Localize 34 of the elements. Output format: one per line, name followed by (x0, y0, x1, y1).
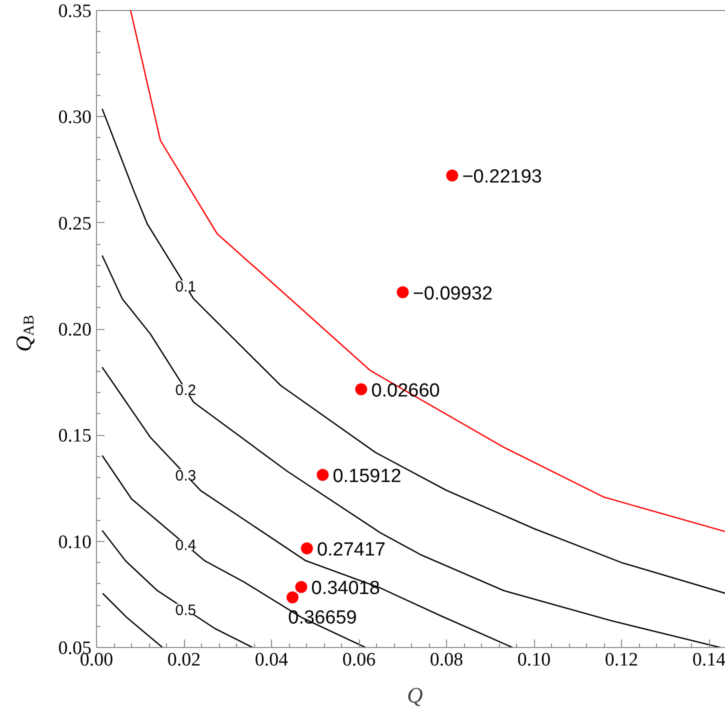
y-tick-label: 0.20 (58, 320, 92, 340)
point (396, 286, 409, 298)
y-tick-label: 0.30 (58, 107, 92, 128)
point (286, 591, 298, 604)
x-tick-label: 0.02 (167, 650, 201, 670)
annotation: 0.15912 (332, 466, 402, 487)
y-tick-label: 0.15 (58, 426, 92, 447)
series-label: 0.1 (175, 278, 196, 296)
x-axis-title: Q (407, 682, 424, 708)
y-tick-label: 0.25 (58, 213, 92, 234)
series-label: 0.5 (175, 602, 196, 619)
line-series (102, 530, 254, 648)
x-tick-label: 0.04 (254, 650, 289, 670)
point (316, 468, 329, 481)
y-tick-label: 0.10 (58, 532, 92, 553)
x-tick-label: 0.08 (430, 650, 464, 670)
x-tick-label: 0.10 (517, 650, 551, 670)
point (446, 169, 458, 182)
point (355, 383, 368, 396)
point (300, 542, 313, 554)
line-series (102, 366, 514, 648)
annotation: 0.27417 (316, 539, 386, 560)
annotation: 0.34018 (311, 578, 380, 599)
line-series (102, 254, 722, 648)
series-label: 0.3 (175, 467, 196, 484)
annotation: −0.22193 (462, 166, 542, 188)
point (295, 580, 308, 593)
series-label: 0.4 (175, 537, 196, 554)
x-tick-label: 0.06 (342, 650, 376, 670)
series-label: 0.2 (175, 382, 196, 400)
x-tick-label: 0.12 (604, 650, 638, 670)
annotation: −0.09932 (412, 283, 493, 304)
y-tick-label: 0.35 (58, 1, 92, 22)
x-tick-label: 0.14 (692, 650, 725, 670)
